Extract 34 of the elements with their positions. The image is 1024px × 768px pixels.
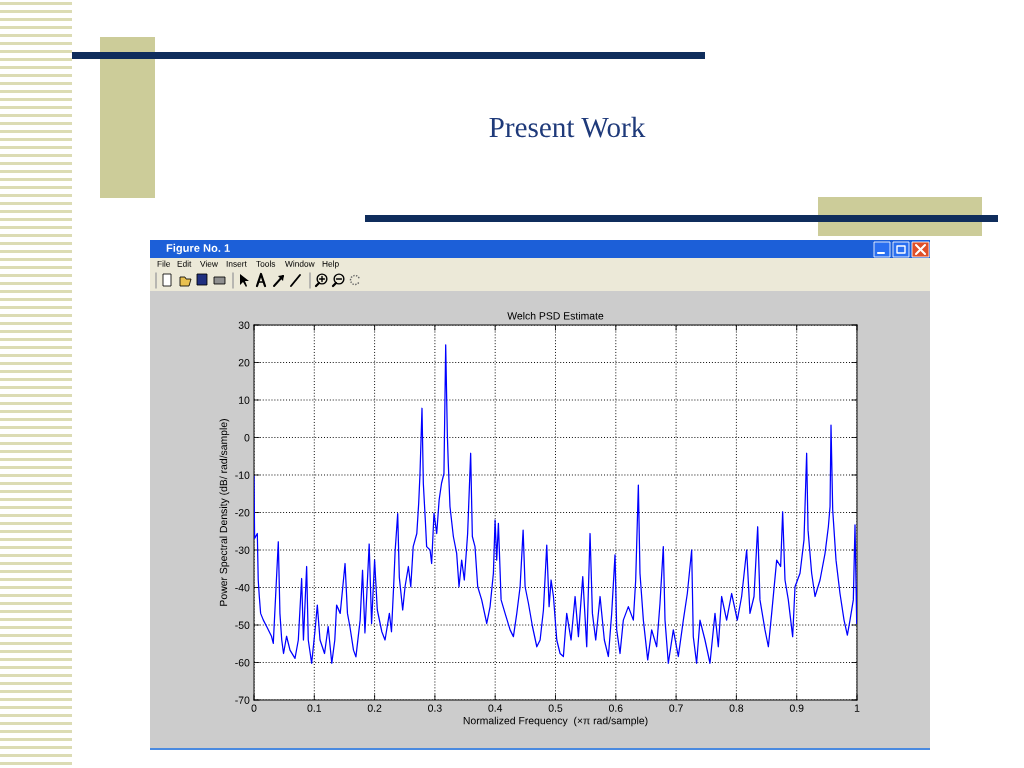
y-tick-label: 0 (244, 434, 250, 442)
text: File (157, 260, 171, 267)
x-tick-label: 0.1 (307, 704, 322, 712)
x-tick-label: 0.6 (608, 704, 623, 712)
y-tick-label: -10 (235, 471, 250, 479)
y-tick-label: 10 (239, 396, 250, 404)
x-tick-label: 0.2 (367, 704, 382, 712)
text: Edit (177, 260, 192, 267)
y-tick-label: -20 (235, 509, 250, 517)
text: Figure No. 1 (166, 243, 230, 255)
text: Insert (226, 260, 247, 267)
x-tick-label: 0.8 (729, 704, 744, 712)
y-tick-label: 30 (238, 321, 250, 329)
y-tick-label: -30 (235, 546, 250, 554)
y-tick-label: -50 (235, 621, 250, 629)
x-tick-label: 0.7 (669, 704, 683, 712)
x-tick-label: 0 (251, 704, 257, 712)
y-tick-label: -60 (235, 659, 250, 667)
x-tick-label: 0.9 (789, 704, 804, 712)
x-tick-label: 0.3 (428, 704, 442, 712)
text: Window (285, 260, 315, 267)
x-tick-label: 0.5 (548, 704, 563, 712)
text: Help (322, 260, 339, 269)
y-axis-title: Power Spectral Density (dB/ rad/sample) (219, 419, 230, 606)
y-tick-label: -70 (235, 696, 250, 704)
y-tick-label: 20 (238, 359, 250, 367)
y-tick-label: -40 (235, 584, 250, 592)
x-axis-title: Normalized Frequency (×π rad/sample) (463, 716, 648, 727)
text: Present Work (489, 116, 646, 138)
x-tick-label: 1 (854, 704, 860, 712)
x-tick-label: 0.4 (488, 704, 503, 712)
text: Tools (256, 260, 276, 267)
text: View (200, 260, 218, 267)
chart-title: Welch PSD Estimate (507, 311, 604, 320)
